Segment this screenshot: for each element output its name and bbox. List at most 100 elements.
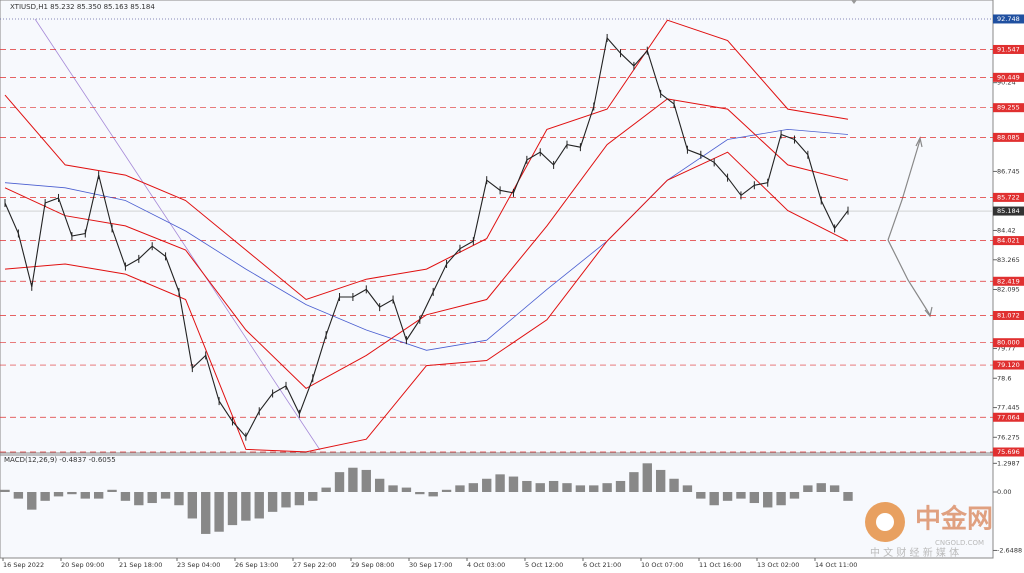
level-tag	[993, 236, 1024, 246]
top-level-label: 92.748	[997, 15, 1020, 23]
macd-bar	[254, 492, 264, 519]
level-label: 82.419	[997, 277, 1020, 285]
band-lower	[4, 151, 849, 453]
level-tag	[993, 44, 1024, 54]
macd-bar	[388, 485, 398, 492]
y-tick-label: 77.445	[997, 404, 1020, 412]
macd-bar	[201, 492, 211, 534]
macd-bar	[829, 485, 840, 492]
level-tag	[993, 192, 1024, 202]
x-tick-label: 23 Sep 04:00	[177, 561, 220, 569]
y-tick-label: 76.275	[997, 433, 1020, 441]
band-middle	[4, 98, 849, 390]
level-tag	[993, 412, 1024, 422]
macd-bar	[267, 492, 278, 512]
trend-line	[34, 18, 321, 451]
macd-bar	[522, 480, 532, 492]
macd-bar	[655, 469, 666, 492]
macd-bar	[843, 492, 853, 501]
macd-bar	[134, 492, 144, 506]
level-label: 81.072	[997, 311, 1020, 319]
macd-bar	[214, 492, 224, 532]
macd-tick-label: 1.2987	[997, 459, 1020, 467]
macd-bar	[374, 478, 385, 492]
x-tick-label: 13 Oct 02:00	[757, 561, 799, 569]
macd-bar	[455, 485, 465, 492]
x-tick-label: 29 Sep 08:00	[351, 561, 394, 569]
y-tick-label: 83.265	[997, 256, 1020, 264]
macd-bar	[53, 492, 64, 497]
watermark-site: CNGOLD.COM	[935, 539, 984, 547]
macd-bar	[575, 485, 586, 492]
price-line	[4, 36, 849, 438]
level-label: 85.722	[997, 193, 1020, 201]
macd-bar	[227, 492, 238, 526]
moving-average	[4, 128, 849, 351]
x-tick-label: 6 Oct 21:00	[583, 561, 621, 569]
macd-bar	[495, 474, 505, 492]
macd-bar	[682, 485, 693, 492]
macd-bar	[120, 492, 131, 501]
macd-bar	[642, 463, 652, 492]
current-tag	[993, 206, 1024, 216]
top-level-tag	[993, 14, 1024, 24]
macd-bar	[816, 483, 826, 492]
macd-bar	[160, 492, 171, 499]
macd-bar	[401, 487, 412, 492]
macd-bar	[281, 492, 291, 508]
macd-bar	[308, 492, 318, 501]
macd-tick-label: 0.00	[997, 488, 1011, 496]
macd-bar	[763, 492, 773, 508]
x-tick-label: 26 Sep 13:00	[235, 561, 278, 569]
x-tick-label: 30 Sep 17:00	[409, 561, 452, 569]
level-tag	[993, 72, 1024, 82]
macd-bar	[736, 492, 746, 499]
macd-bar	[147, 492, 157, 504]
macd-label: MACD(12,26,9) -0.4837 -0.6055	[4, 456, 116, 464]
y-tick-label: 82.095	[997, 285, 1020, 293]
level-tag	[993, 338, 1024, 348]
macd-bar	[482, 478, 492, 492]
x-tick-label: 10 Oct 07:00	[641, 561, 683, 569]
forecast-arrows	[887, 136, 933, 318]
macd-bar	[548, 480, 559, 492]
watermark-title: 中金网	[915, 504, 993, 535]
macd-bar	[441, 489, 452, 492]
band-upper	[4, 19, 849, 301]
macd-bar	[107, 489, 117, 492]
x-tick-label: 14 Oct 11:00	[815, 561, 857, 569]
level-label: 89.255	[997, 104, 1020, 112]
macd-bar	[0, 489, 10, 492]
level-tag	[993, 276, 1024, 286]
macd-bar	[468, 483, 479, 492]
level-label: 80.000	[997, 339, 1020, 347]
macd-bar	[415, 492, 425, 495]
macd-bar	[589, 485, 599, 492]
macd-bar	[80, 492, 90, 499]
level-label: 88.085	[997, 133, 1020, 141]
macd-bar	[629, 472, 639, 492]
watermark-tagline: 中 文 财 经 新 媒 体	[870, 546, 959, 559]
x-tick-label: 20 Sep 09:00	[61, 561, 104, 569]
macd-bar	[602, 483, 612, 492]
macd-bar	[13, 492, 24, 499]
macd-bar	[789, 492, 800, 499]
macd-bar	[27, 492, 37, 510]
x-tick-label: 27 Sep 22:00	[293, 561, 336, 569]
macd-bar	[348, 467, 358, 492]
macd-bar	[174, 492, 184, 506]
macd-bar	[321, 487, 331, 492]
macd-bar	[803, 485, 813, 492]
scroll-marker	[851, 0, 857, 4]
symbol-header: XTIUSD,H1 85.232 85.350 85.163 85.184	[10, 3, 155, 11]
level-label: 79.120	[997, 361, 1020, 369]
logo-center	[876, 513, 894, 531]
x-tick-label: 16 Sep 2022	[3, 561, 44, 569]
y-tick-label: 90.24	[997, 79, 1016, 87]
macd-tick-label: -2.6488	[997, 546, 1022, 554]
plot-area	[0, 0, 994, 559]
macd-bar	[294, 492, 305, 506]
x-tick-label: 11 Oct 16:00	[699, 561, 741, 569]
macd-bar	[562, 483, 572, 492]
